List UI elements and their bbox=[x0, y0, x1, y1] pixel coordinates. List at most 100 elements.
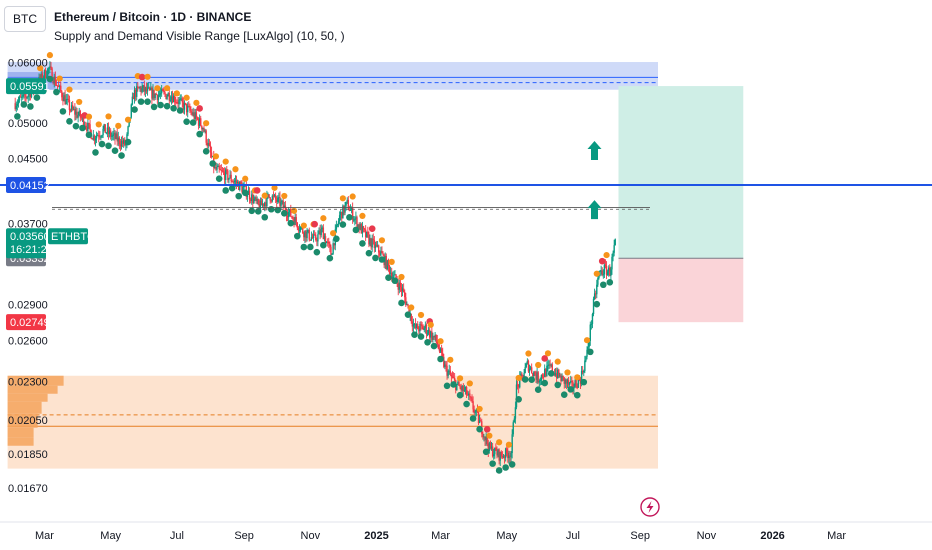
candle-body bbox=[357, 224, 359, 229]
candle-body bbox=[349, 209, 352, 211]
candle-body bbox=[228, 178, 230, 181]
candle-body bbox=[98, 135, 100, 137]
candle-body bbox=[145, 87, 148, 92]
candle-body bbox=[437, 344, 440, 349]
candle-body bbox=[377, 245, 380, 253]
candle-body bbox=[323, 236, 326, 240]
swing-low-dot bbox=[85, 131, 93, 139]
candle-body bbox=[332, 243, 334, 254]
demand-volume-bar bbox=[7, 413, 38, 428]
candle-body bbox=[114, 132, 116, 139]
candle-body bbox=[512, 422, 514, 435]
candle-body bbox=[516, 384, 519, 386]
swing-low-dot bbox=[521, 376, 529, 383]
swing-low-dot bbox=[424, 339, 431, 346]
swing-low-dot bbox=[372, 254, 379, 262]
candle-body bbox=[57, 86, 60, 88]
candle-body bbox=[218, 165, 220, 169]
candle-body bbox=[204, 130, 206, 132]
candle-body bbox=[152, 89, 154, 99]
candle-body bbox=[280, 201, 282, 207]
candle-body bbox=[105, 132, 108, 134]
candle-body bbox=[261, 203, 264, 206]
candle-body bbox=[232, 181, 234, 183]
candle-body bbox=[322, 227, 325, 240]
swing-low-dot bbox=[313, 248, 321, 256]
target-zone[interactable] bbox=[618, 86, 744, 259]
time-axis[interactable]: Mar May Jul Sep Nov 2025 Mar May Jul Sep Nov 2026 Ma… bbox=[0, 521, 932, 542]
swing-high-dot bbox=[164, 85, 171, 92]
candle-body bbox=[109, 130, 112, 137]
ticker-badge: ETHBTC bbox=[51, 231, 95, 243]
candle-body bbox=[567, 380, 570, 385]
candle-body bbox=[559, 375, 561, 377]
candle-body bbox=[540, 374, 543, 380]
swing-high-dot bbox=[144, 73, 151, 80]
symbol-search-button[interactable]: BTC bbox=[4, 6, 46, 32]
swing-high-dot bbox=[505, 441, 513, 448]
candle-body bbox=[93, 135, 96, 141]
indicator-legend[interactable]: Supply and Demand Visible Range [LuxAlgo… bbox=[54, 29, 345, 43]
candle-body bbox=[177, 102, 179, 104]
swing-low-dot bbox=[437, 355, 444, 363]
candle-body bbox=[260, 200, 263, 206]
candle-body bbox=[404, 291, 406, 298]
swing-low-dot bbox=[352, 226, 360, 234]
candle-body bbox=[310, 237, 313, 241]
candle-body bbox=[399, 282, 402, 288]
candle-body bbox=[140, 87, 142, 92]
candle-body bbox=[419, 323, 421, 332]
candle-body bbox=[138, 87, 140, 89]
lightning-icon[interactable] bbox=[640, 497, 660, 517]
candle-body bbox=[344, 205, 346, 213]
candle-body bbox=[407, 304, 409, 306]
candle-body bbox=[266, 194, 268, 207]
candle-body bbox=[297, 227, 300, 231]
candle-body bbox=[248, 190, 251, 200]
candle-body bbox=[210, 152, 213, 157]
candle-body bbox=[529, 367, 532, 369]
candle-body bbox=[127, 126, 129, 135]
candle-body bbox=[411, 321, 414, 327]
candle-body bbox=[296, 222, 299, 228]
candle-body bbox=[330, 246, 332, 255]
candle-body bbox=[117, 137, 119, 142]
swing-low-dot bbox=[593, 300, 601, 308]
candle-body bbox=[372, 238, 374, 241]
candle-body bbox=[165, 94, 167, 99]
candle-body bbox=[604, 264, 607, 266]
candle-body bbox=[433, 335, 435, 338]
candle-body bbox=[102, 128, 104, 136]
swing-low-dot bbox=[98, 140, 106, 148]
swing-high-dot bbox=[56, 75, 63, 82]
swing-low-dot bbox=[228, 184, 236, 192]
candle-body bbox=[170, 96, 173, 100]
candle-body bbox=[302, 226, 304, 233]
candle-body bbox=[295, 217, 297, 223]
candle-body bbox=[45, 76, 48, 78]
swing-high-dot bbox=[554, 358, 561, 365]
candle-body bbox=[385, 255, 387, 270]
break-dot bbox=[253, 187, 261, 194]
stop-zone[interactable] bbox=[618, 258, 744, 323]
candle-body bbox=[254, 197, 256, 200]
candle-body bbox=[287, 212, 290, 218]
candle-body bbox=[298, 229, 301, 231]
buy-arrow-icon[interactable] bbox=[587, 140, 602, 160]
swing-low-dot bbox=[241, 189, 249, 197]
candle-body bbox=[157, 94, 160, 100]
candle-body bbox=[230, 174, 232, 182]
candle-body bbox=[370, 238, 372, 248]
candle-body bbox=[149, 87, 151, 91]
swing-high-dot bbox=[583, 337, 591, 344]
candle-body bbox=[432, 335, 434, 340]
candle-body bbox=[609, 267, 611, 276]
candle-body bbox=[502, 456, 505, 458]
candle-body bbox=[359, 224, 361, 230]
price-axis[interactable]: 0.06000 0.05000 0.04500 0.03700 0.02900 0.026… bbox=[8, 58, 48, 495]
candle-body bbox=[173, 95, 176, 103]
buy-arrow-icon[interactable] bbox=[587, 200, 602, 220]
swing-low-dot bbox=[365, 249, 373, 257]
candle-body bbox=[231, 181, 233, 183]
